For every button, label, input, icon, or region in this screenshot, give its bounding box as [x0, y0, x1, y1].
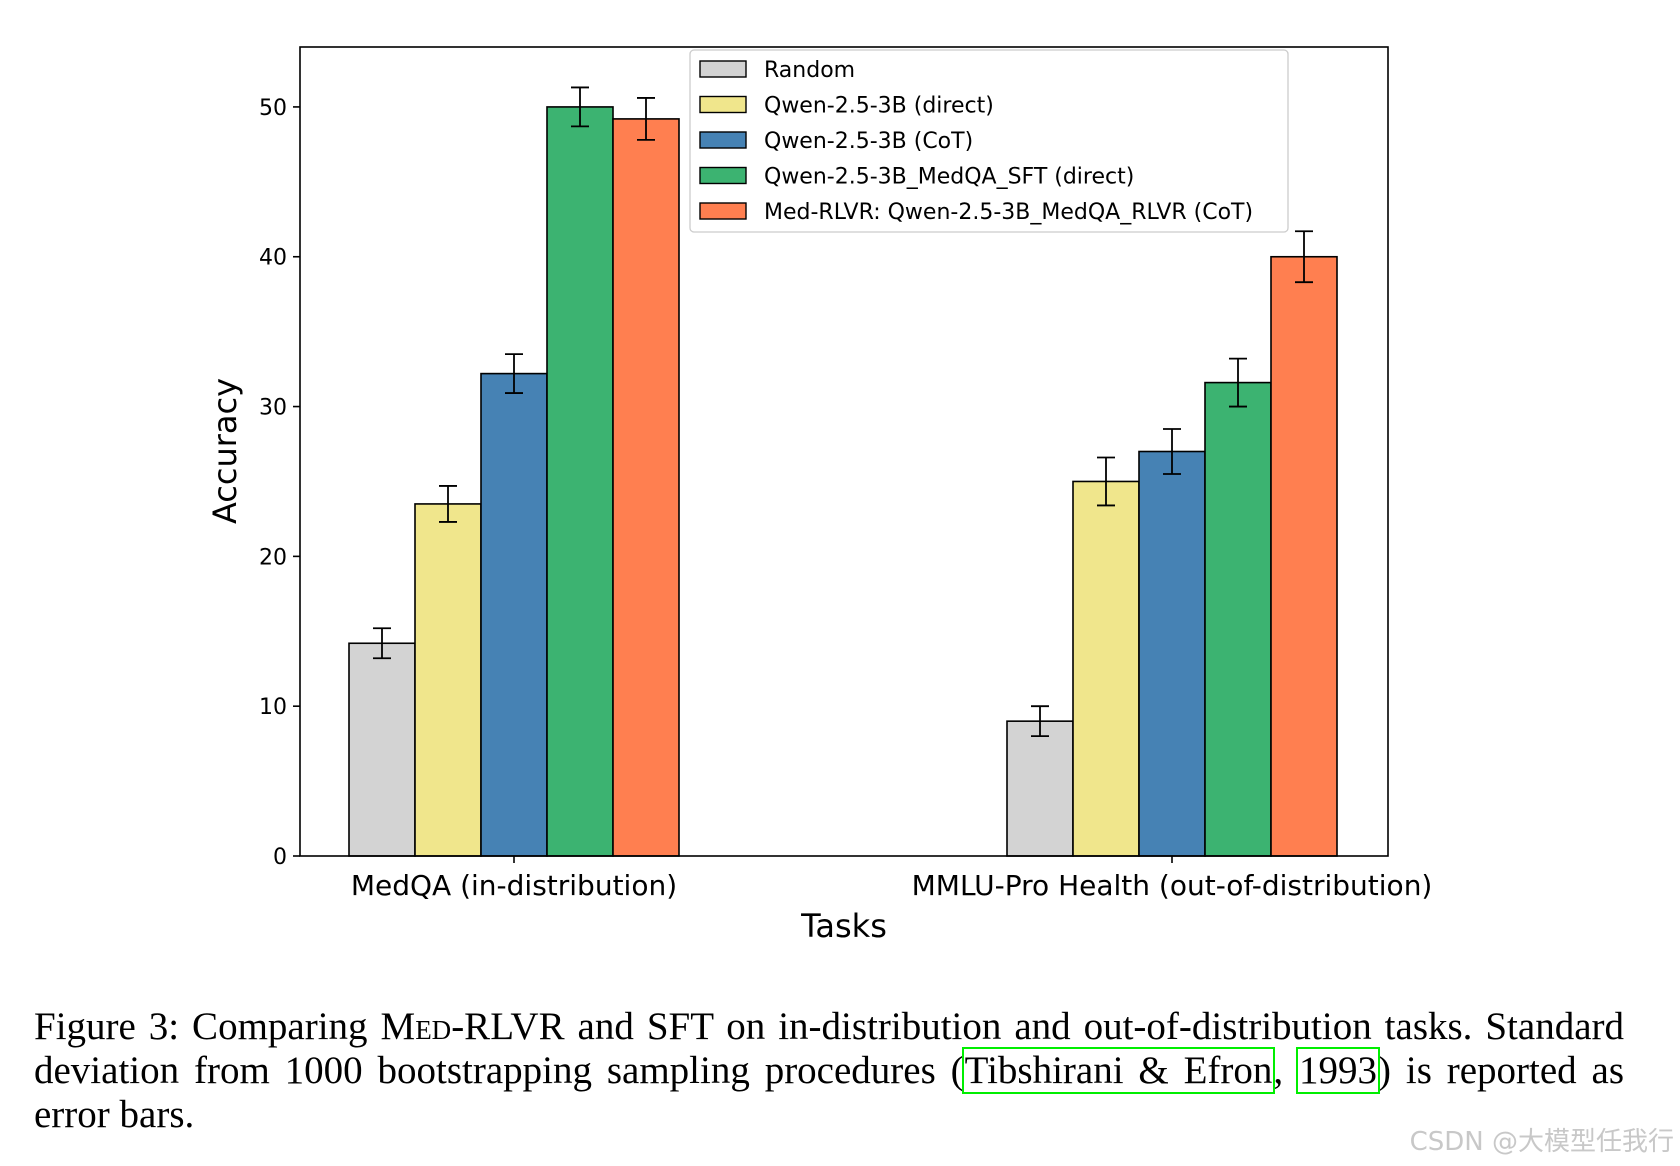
bar — [414, 503, 482, 857]
caption-label: Figure 3: Comparing — [34, 1005, 381, 1048]
y-tick-label: 0 — [273, 845, 287, 870]
y-axis-ticks: 0 10 20 30 40 50 — [259, 96, 300, 870]
y-tick-label: 20 — [259, 545, 287, 570]
legend-label: Qwen-2.5-3B (CoT) — [764, 129, 973, 154]
bar — [1270, 255, 1338, 857]
legend-label: Med-RLVR: Qwen-2.5-3B_MedQA_RLVR (CoT) — [764, 200, 1253, 225]
bar — [348, 642, 416, 857]
x-tick-label: MedQA (in-distribution) — [351, 869, 677, 902]
legend-swatch — [699, 60, 747, 78]
bar — [1006, 720, 1074, 857]
y-tick-label: 40 — [259, 246, 287, 271]
legend-swatch — [699, 166, 747, 185]
legend-swatch — [699, 202, 747, 220]
y-tick-label: 30 — [259, 396, 287, 421]
citation-separator: , — [1273, 1049, 1299, 1092]
bar — [612, 118, 680, 857]
citation-authors-link[interactable]: Tibshirani & Efron — [961, 1047, 1276, 1094]
legend-label: Random — [764, 58, 855, 83]
caption-tail: ) is reported as error bars. — [34, 1049, 1624, 1136]
method-name-smallcaps: ed — [415, 1005, 452, 1048]
bar-chart: 0 10 20 30 40 50 MedQA (in-distribution) MMLU-… — [206, 46, 1433, 945]
bar — [1204, 381, 1272, 857]
bar — [546, 106, 614, 857]
legend-swatch — [699, 131, 747, 149]
y-tick-label: 10 — [259, 695, 287, 720]
citation-year-link[interactable]: 1993 — [1296, 1047, 1381, 1094]
y-tick-label: 50 — [259, 96, 287, 121]
legend-label: Qwen-2.5-3B_MedQA_SFT (direct) — [764, 165, 1134, 190]
method-name-first: M — [380, 1005, 416, 1048]
y-axis-label: Accuracy — [206, 378, 244, 524]
figure-caption: Figure 3: Comparing Med-RLVR and SFT on … — [34, 1005, 1624, 1137]
legend-label: Qwen-2.5-3B (direct) — [764, 94, 994, 119]
x-tick-label: MMLU-Pro Health (out-of-distribution) — [912, 869, 1433, 902]
legend: Random Qwen-2.5-3B (direct) Qwen-2.5-3B (C… — [689, 49, 1289, 233]
legend-box — [689, 49, 1289, 233]
bars — [348, 86, 1338, 857]
x-axis-ticks: MedQA (in-distribution) MMLU-Pro Health (… — [351, 856, 1433, 902]
bar — [480, 372, 548, 857]
plot-frame — [299, 46, 1389, 857]
bar — [1138, 450, 1206, 857]
watermark: CSDN @大模型任我行 — [1409, 1127, 1674, 1157]
bar — [1072, 480, 1140, 857]
x-axis-label: Tasks — [800, 907, 887, 945]
caption-body: -RLVR and SFT on in-distribution and out… — [34, 1005, 1625, 1092]
legend-swatch — [699, 95, 747, 114]
